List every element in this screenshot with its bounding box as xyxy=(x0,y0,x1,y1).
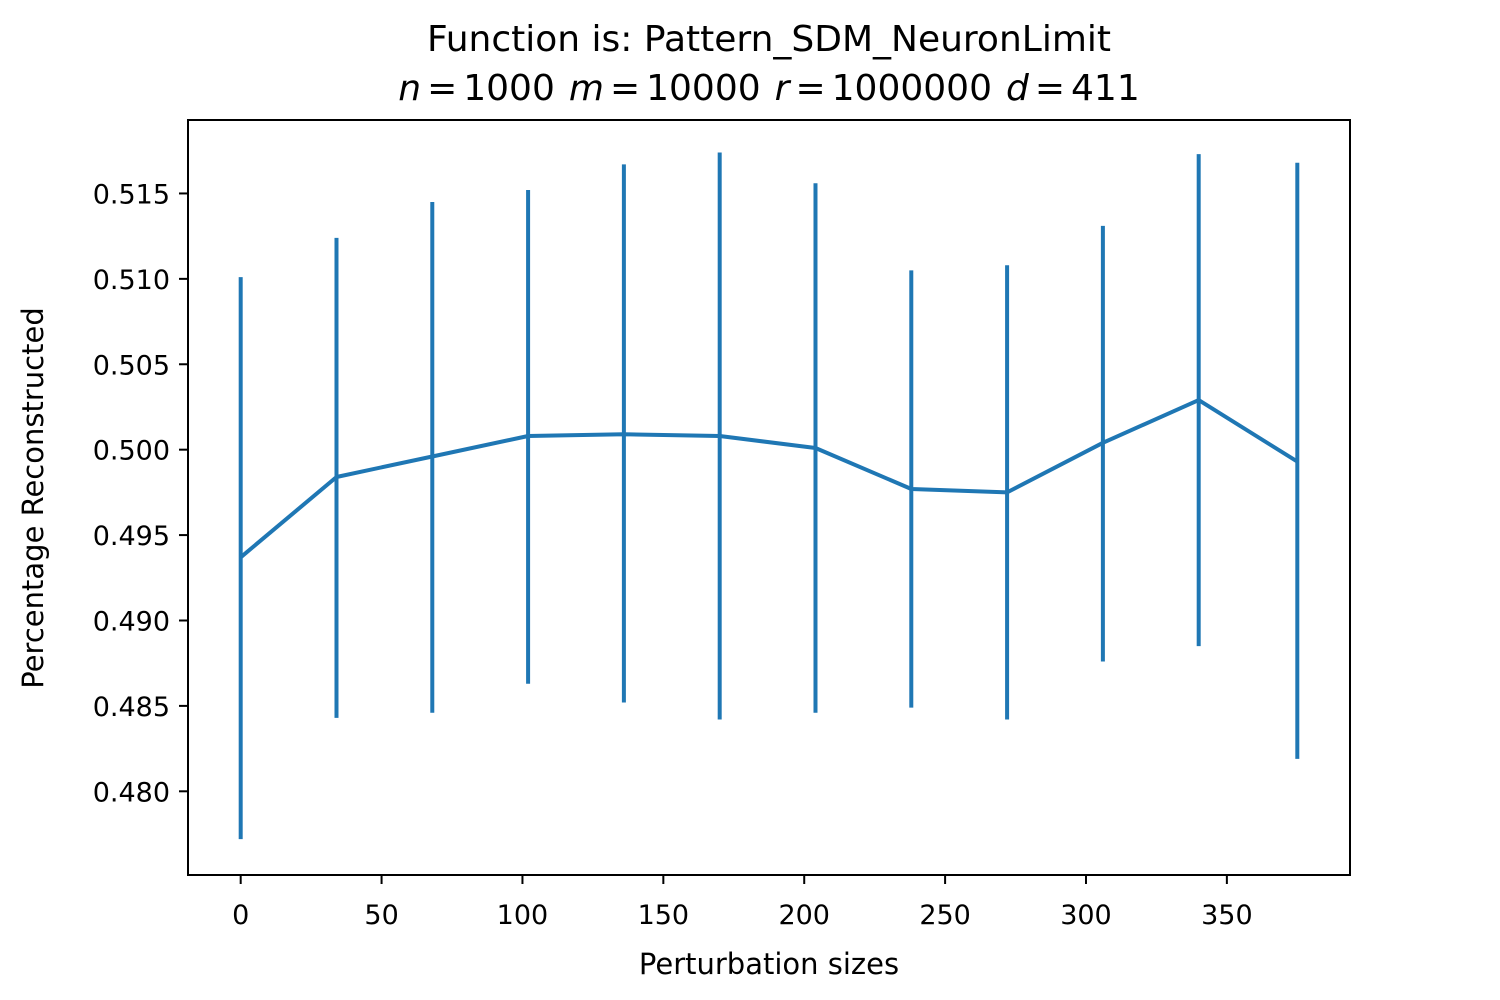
subtitle-n-symbol: n xyxy=(398,68,421,109)
y-tick-label: 0.495 xyxy=(93,521,170,552)
subtitle-r-equals: = xyxy=(795,68,825,109)
subtitle-r-value: 1000000 xyxy=(832,68,992,109)
y-tick-label: 0.485 xyxy=(93,692,170,723)
subtitle-n-value: 1000 xyxy=(463,68,555,109)
subtitle-d-equals: = xyxy=(1035,68,1065,109)
y-tick-label: 0.505 xyxy=(93,350,170,381)
y-tick-label: 0.500 xyxy=(93,436,170,467)
subtitle-m-value: 10000 xyxy=(646,68,761,109)
y-tick-label: 0.515 xyxy=(93,179,170,210)
y-tick-label: 0.510 xyxy=(93,265,170,296)
x-tick-label: 150 xyxy=(638,900,690,931)
x-axis-label: Perturbation sizes xyxy=(639,947,899,981)
chart-subtitle: n = 1000 m = 10000 r = 1000000 d = 411 xyxy=(398,68,1139,109)
y-tick-label: 0.490 xyxy=(93,606,170,637)
plot-frame xyxy=(187,119,1351,876)
subtitle-d-value: 411 xyxy=(1071,68,1140,109)
series-line xyxy=(239,398,1299,559)
subtitle-m-symbol: m xyxy=(569,68,604,109)
plot-area xyxy=(238,152,1300,840)
x-tick-label: 0 xyxy=(232,900,249,931)
x-tick-label: 300 xyxy=(1060,900,1112,931)
y-tick-label: 0.480 xyxy=(93,777,170,808)
subtitle-m-equals: = xyxy=(610,68,640,109)
subtitle-d-symbol: d xyxy=(1006,68,1030,109)
y-axis-label: Percentage Reconstructed xyxy=(16,307,50,688)
subtitle-r-symbol: r xyxy=(775,68,792,109)
chart-title: Function is: Pattern_SDM_NeuronLimit xyxy=(427,19,1111,60)
x-axis: 0 50 100 150 200 250 300 350 xyxy=(232,875,1253,931)
x-tick-label: 50 xyxy=(364,900,398,931)
y-axis: 0.480 0.485 0.490 0.495 0.500 0.505 0.510 0.515 xyxy=(93,179,188,808)
x-tick-label: 250 xyxy=(919,900,971,931)
x-tick-label: 100 xyxy=(497,900,549,931)
subtitle-n-equals: = xyxy=(427,68,457,109)
x-tick-label: 350 xyxy=(1201,900,1253,931)
x-tick-label: 200 xyxy=(778,900,830,931)
